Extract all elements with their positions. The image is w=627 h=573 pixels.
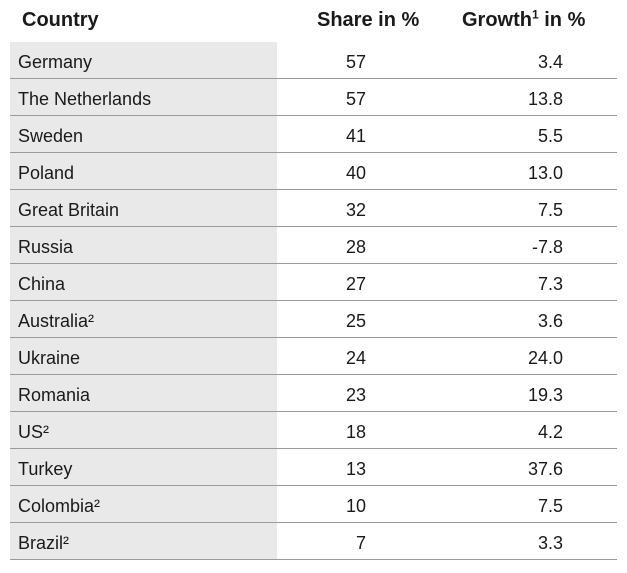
cell-growth: 24.0 — [527, 348, 563, 368]
table-row: Russia 28 -7.8 — [0, 227, 627, 264]
cell-country: Colombia² — [18, 496, 101, 516]
cell-growth: 13.8 — [527, 89, 563, 109]
cell-country: Sweden — [18, 126, 84, 146]
table-row: Colombia² 10 7.5 — [0, 486, 627, 523]
cell-growth: 5.5 — [537, 126, 563, 146]
header-country: Country — [22, 9, 99, 31]
table-header: Country Share in % Growth1 in % — [0, 0, 627, 42]
table-row: Ukraine 24 24.0 — [0, 338, 627, 375]
cell-growth: 13.0 — [527, 163, 563, 183]
header-growth-label: Growth — [462, 9, 532, 31]
cell-share: 28 — [345, 237, 366, 257]
cell-growth: 37.6 — [527, 459, 563, 479]
cell-country: China — [18, 274, 66, 294]
cell-growth: -7.8 — [531, 237, 563, 257]
cell-share: 25 — [345, 311, 366, 331]
table-row: Great Britain 32 7.5 — [0, 190, 627, 227]
cell-share: 57 — [345, 89, 366, 109]
cell-growth: 3.3 — [537, 533, 563, 553]
cell-country: The Netherlands — [18, 89, 152, 109]
cell-share: 40 — [345, 163, 366, 183]
header-growth-footnote: 1 — [532, 7, 539, 22]
table-row: Brazil² 7 3.3 — [0, 523, 627, 560]
cell-growth: 4.2 — [537, 422, 563, 442]
cell-share: 27 — [345, 274, 366, 294]
cell-growth: 7.5 — [537, 496, 563, 516]
cell-country: Poland — [18, 163, 75, 183]
cell-country: Great Britain — [18, 200, 120, 220]
cell-growth: 7.3 — [537, 274, 563, 294]
cell-country: Turkey — [18, 459, 73, 479]
table-row: Turkey 13 37.6 — [0, 449, 627, 486]
cell-share: 24 — [345, 348, 366, 368]
table-row: Poland 40 13.0 — [0, 153, 627, 190]
cell-share: 57 — [345, 52, 366, 72]
cell-growth: 3.6 — [537, 311, 563, 331]
cell-country: Ukraine — [18, 348, 81, 368]
cell-share: 32 — [345, 200, 366, 220]
table-row: US² 18 4.2 — [0, 412, 627, 449]
cell-share: 7 — [355, 533, 366, 553]
table-body: Germany 57 3.4 The Netherlands 57 13.8 Sweden 4… — [0, 42, 627, 560]
table-row: Romania 23 19.3 — [0, 375, 627, 412]
cell-country: Romania — [18, 385, 91, 405]
cell-growth: 3.4 — [537, 52, 563, 72]
header-growth-suffix: in % — [538, 9, 586, 31]
table-row: Australia² 25 3.6 — [0, 301, 627, 338]
cell-share: 13 — [345, 459, 366, 479]
cell-growth: 19.3 — [527, 385, 563, 405]
header-share: Share in % — [317, 9, 420, 31]
table-row: China 27 7.3 — [0, 264, 627, 301]
country-column-shade — [10, 42, 277, 560]
cell-country: Brazil² — [18, 533, 70, 553]
cell-country: Germany — [18, 52, 93, 72]
cell-country: Australia² — [18, 311, 95, 331]
cell-country: US² — [18, 422, 49, 442]
table-row: The Netherlands 57 13.8 — [0, 79, 627, 116]
table-row: Sweden 41 5.5 — [0, 116, 627, 153]
table-row: Germany 57 3.4 — [0, 42, 627, 79]
cell-share: 10 — [345, 496, 366, 516]
header-growth: Growth1 in % — [462, 7, 586, 32]
cell-growth: 7.5 — [537, 200, 563, 220]
cell-share: 23 — [345, 385, 366, 405]
cell-share: 41 — [345, 126, 366, 146]
cell-share: 18 — [345, 422, 366, 442]
cell-country: Russia — [18, 237, 74, 257]
